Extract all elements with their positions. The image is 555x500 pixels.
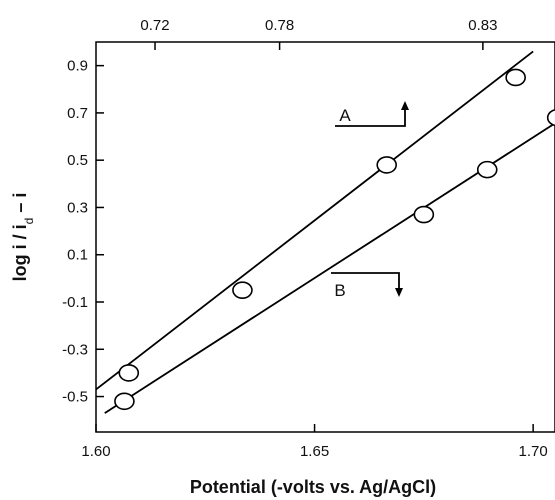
y-tick-label: 0.9 — [67, 58, 88, 75]
series-b-point — [413, 205, 435, 224]
y-tick-label: 0.3 — [67, 199, 88, 216]
y-tick-label: -0.1 — [62, 294, 88, 311]
x-tick-label: 1.65 — [300, 443, 329, 460]
y-tick-label: 0.5 — [67, 152, 88, 169]
y-tick-label: 0.7 — [67, 105, 88, 122]
series-a-point — [376, 156, 398, 174]
top-tick-label: 0.83 — [468, 17, 497, 34]
series-a-label: A — [339, 106, 351, 125]
top-tick-label: 0.72 — [140, 17, 169, 34]
y-axis-title: log i / id – i — [10, 193, 36, 282]
series-a-point — [505, 68, 526, 87]
series-a-fit-line — [95, 50, 534, 391]
x-axis-title: Potential (-volts vs. Ag/AgCl) — [190, 477, 436, 497]
x-tick-label: 1.60 — [81, 443, 110, 460]
series-b-arrowhead — [395, 288, 403, 297]
series-a-point — [118, 364, 140, 382]
series-b-arrow — [331, 272, 400, 290]
series-b-annotation: B — [331, 272, 403, 300]
y-tick-label: 0.1 — [67, 247, 88, 264]
top-tick-label: 0.78 — [265, 17, 294, 34]
series-b-point — [476, 160, 498, 179]
x-tick-label: 1.70 — [519, 443, 548, 460]
y-axis-title-main: log i / i — [10, 224, 30, 281]
series-b-point — [546, 109, 555, 127]
series-a-arrowhead — [401, 101, 409, 110]
series-a-annotation: A — [335, 101, 409, 127]
plot-frame — [95, 41, 555, 433]
y-tick-label: -0.3 — [62, 341, 88, 358]
series-a-point — [232, 281, 253, 299]
y-tick-label: -0.5 — [62, 389, 88, 406]
series-b-label: B — [334, 281, 345, 300]
series-b-point — [114, 392, 135, 411]
y-axis-title-tail: – i — [10, 193, 30, 218]
y-axis-title-subscript: d — [22, 218, 36, 225]
series-a-arrow — [335, 107, 406, 127]
